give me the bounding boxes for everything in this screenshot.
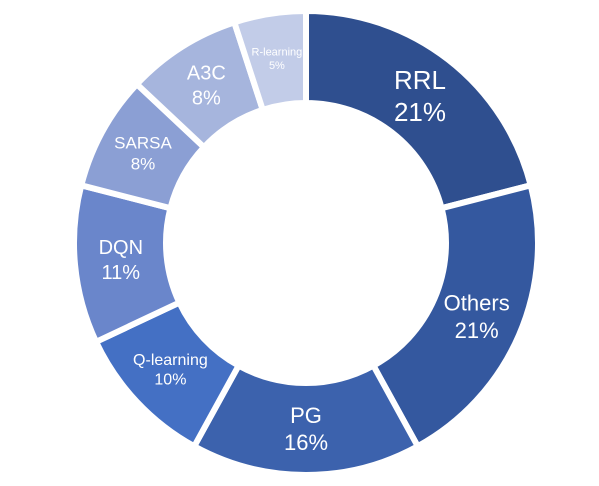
slice-label-q-learning: Q-learning [133,352,208,369]
slice-rrl [303,7,535,212]
slice-label-pg: PG [290,403,322,428]
slice-value-pg: 16% [284,430,328,455]
slice-label-others: Others [444,291,510,316]
donut-slices [71,7,541,478]
slice-value-dqn: 11% [102,262,141,284]
slice-r-learning [230,7,309,114]
slice-value-q-learning: 10% [154,372,186,389]
slice-others [369,181,541,451]
slice-label-sarsa: SARSA [114,133,172,152]
slice-label-rrl: RRL [394,65,446,95]
slice-label-a3c: A3C [187,63,226,85]
slice-value-others: 21% [455,318,499,343]
slice-value-sarsa: 8% [131,154,156,173]
donut-labels: RRL21%Others21%PG16%Q-learning10%DQN11%S… [99,46,510,455]
slice-value-a3c: 8% [192,87,221,109]
slice-label-dqn: DQN [99,237,143,259]
slice-value-r-learning: 5% [269,60,285,72]
slice-label-r-learning: R-learning [252,46,303,58]
slice-value-rrl: 21% [394,97,446,127]
